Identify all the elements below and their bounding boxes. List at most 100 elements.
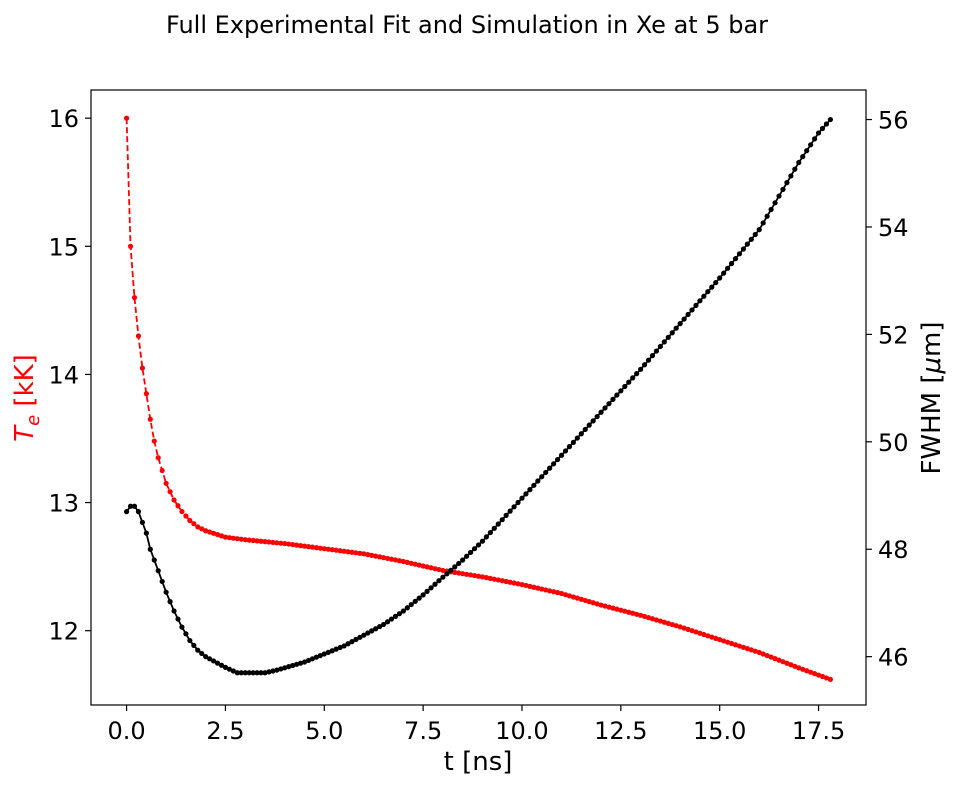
temperature-series-point: [123, 115, 130, 121]
y-right-tick-label: 56: [878, 107, 909, 135]
fwhm-series-point: [503, 512, 509, 519]
fwhm-series-point: [582, 426, 588, 433]
fwhm-series-point: [341, 643, 347, 649]
temperature-series-point: [551, 589, 557, 595]
fwhm-series-point: [381, 621, 387, 628]
temperature-series-point: [305, 544, 312, 550]
fwhm-series-point: [554, 456, 561, 463]
fwhm-series-point: [195, 647, 201, 653]
temperature-series-point: [254, 538, 260, 544]
temperature-series-point: [566, 593, 573, 599]
temperature-series-point: [788, 662, 794, 668]
y-axis-label-right-symbol: μ: [917, 357, 947, 375]
temperature-series-point: [823, 675, 830, 681]
fwhm-series-point: [361, 632, 367, 638]
temperature-series-point: [709, 634, 715, 640]
y-axis-label-left-symbol: T: [10, 424, 40, 442]
y-axis-left: 12 13 14 15 16: [48, 105, 91, 646]
fwhm-series-point: [602, 405, 608, 411]
temperature-series-point: [151, 438, 157, 444]
fwhm-series-point: [357, 634, 363, 640]
fwhm-series-point: [519, 495, 525, 501]
temperature-series-point: [175, 503, 181, 509]
fwhm-series-point: [210, 658, 217, 664]
fwhm-series-point: [618, 388, 624, 394]
fwhm-series-point: [199, 650, 205, 657]
temperature-series-point: [420, 563, 426, 569]
temperature-series-point: [317, 545, 323, 551]
temperature-series-point: [519, 581, 525, 588]
temperature-series-point: [270, 539, 276, 546]
fwhm-series-point: [574, 435, 580, 441]
fwhm-series-point: [566, 444, 573, 450]
temperature-series-point: [689, 628, 695, 634]
temperature-series-point: [392, 557, 399, 563]
fwhm-series-point: [491, 525, 497, 531]
temperature-series-point: [400, 558, 406, 565]
fwhm-series-point: [590, 418, 596, 424]
fwhm-series-point: [578, 431, 584, 437]
fwhm-series-point: [234, 670, 240, 676]
fwhm-series-point: [725, 265, 731, 271]
fwhm-series-point: [701, 293, 707, 299]
temperature-series-point: [349, 549, 355, 555]
temperature-series-point: [325, 546, 331, 552]
temperature-series-point: [586, 599, 592, 605]
fwhm-series-point: [653, 348, 660, 354]
temperature-series-point: [226, 535, 232, 541]
fwhm-series-point: [748, 236, 754, 242]
temperature-series-point: [290, 541, 296, 548]
temperature-series-point: [776, 657, 782, 663]
temperature-series-point: [693, 629, 699, 635]
temperature-series-point: [381, 555, 387, 561]
fwhm-series-point: [594, 413, 600, 420]
temperature-series-point: [653, 617, 660, 623]
temperature-series-point: [222, 534, 229, 540]
temperature-series-point: [562, 592, 569, 598]
fwhm-series-point: [487, 529, 493, 536]
temperature-series-point: [756, 649, 762, 656]
fwhm-series-point: [131, 503, 138, 509]
temperature-series-point: [179, 508, 185, 515]
temperature-series-point: [574, 595, 580, 601]
temperature-series-point: [207, 529, 213, 535]
fwhm-series-point: [614, 392, 620, 398]
x-axis: 0.0 2.5 5.0 7.5 10.0 12.5 15.0 17.5: [108, 705, 845, 745]
y-left-tick-label: 12: [48, 618, 79, 646]
temperature-series-point: [377, 554, 383, 560]
temperature-series-point: [412, 561, 418, 567]
fwhm-series-point: [467, 549, 474, 556]
fwhm-series-point: [689, 307, 695, 313]
fwhm-series-point: [705, 289, 711, 295]
y-axis-label-right: FWHM [μm]: [917, 321, 947, 474]
temperature-series-point: [147, 416, 153, 422]
fwhm-series-point: [301, 659, 308, 665]
temperature-series-point: [827, 676, 834, 682]
temperature-series-point: [357, 550, 363, 556]
fwhm-series-point: [523, 491, 529, 497]
temperature-series-point: [705, 633, 711, 639]
temperature-series-point: [278, 540, 284, 546]
temperature-series-point: [258, 538, 264, 544]
temperature-series-point: [764, 652, 770, 659]
fwhm-series-point: [780, 186, 786, 192]
temperature-series-point: [329, 547, 335, 553]
y-axis-label-left-unit: [kK]: [10, 354, 40, 415]
temperature-series-point: [725, 639, 731, 645]
fwhm-series-point: [183, 631, 189, 637]
temperature-series-point: [183, 513, 189, 519]
fwhm-series-point: [432, 581, 438, 587]
temperature-series-point: [171, 497, 177, 503]
fwhm-series-point: [321, 651, 327, 657]
fwhm-series-point: [499, 517, 505, 523]
y-left-tick-label: 16: [48, 105, 79, 133]
y-axis-right: 46 48 50 52 54 56: [866, 107, 909, 672]
plot-area-frame: [90, 89, 867, 706]
fwhm-series-point: [693, 302, 699, 308]
temperature-series-point: [159, 467, 165, 474]
fwhm-series-point: [685, 311, 691, 318]
temperature-series-point: [507, 579, 513, 585]
fwhm-series-point: [551, 461, 557, 467]
fwhm-series-point: [721, 270, 727, 276]
fwhm-series-point: [254, 670, 260, 676]
